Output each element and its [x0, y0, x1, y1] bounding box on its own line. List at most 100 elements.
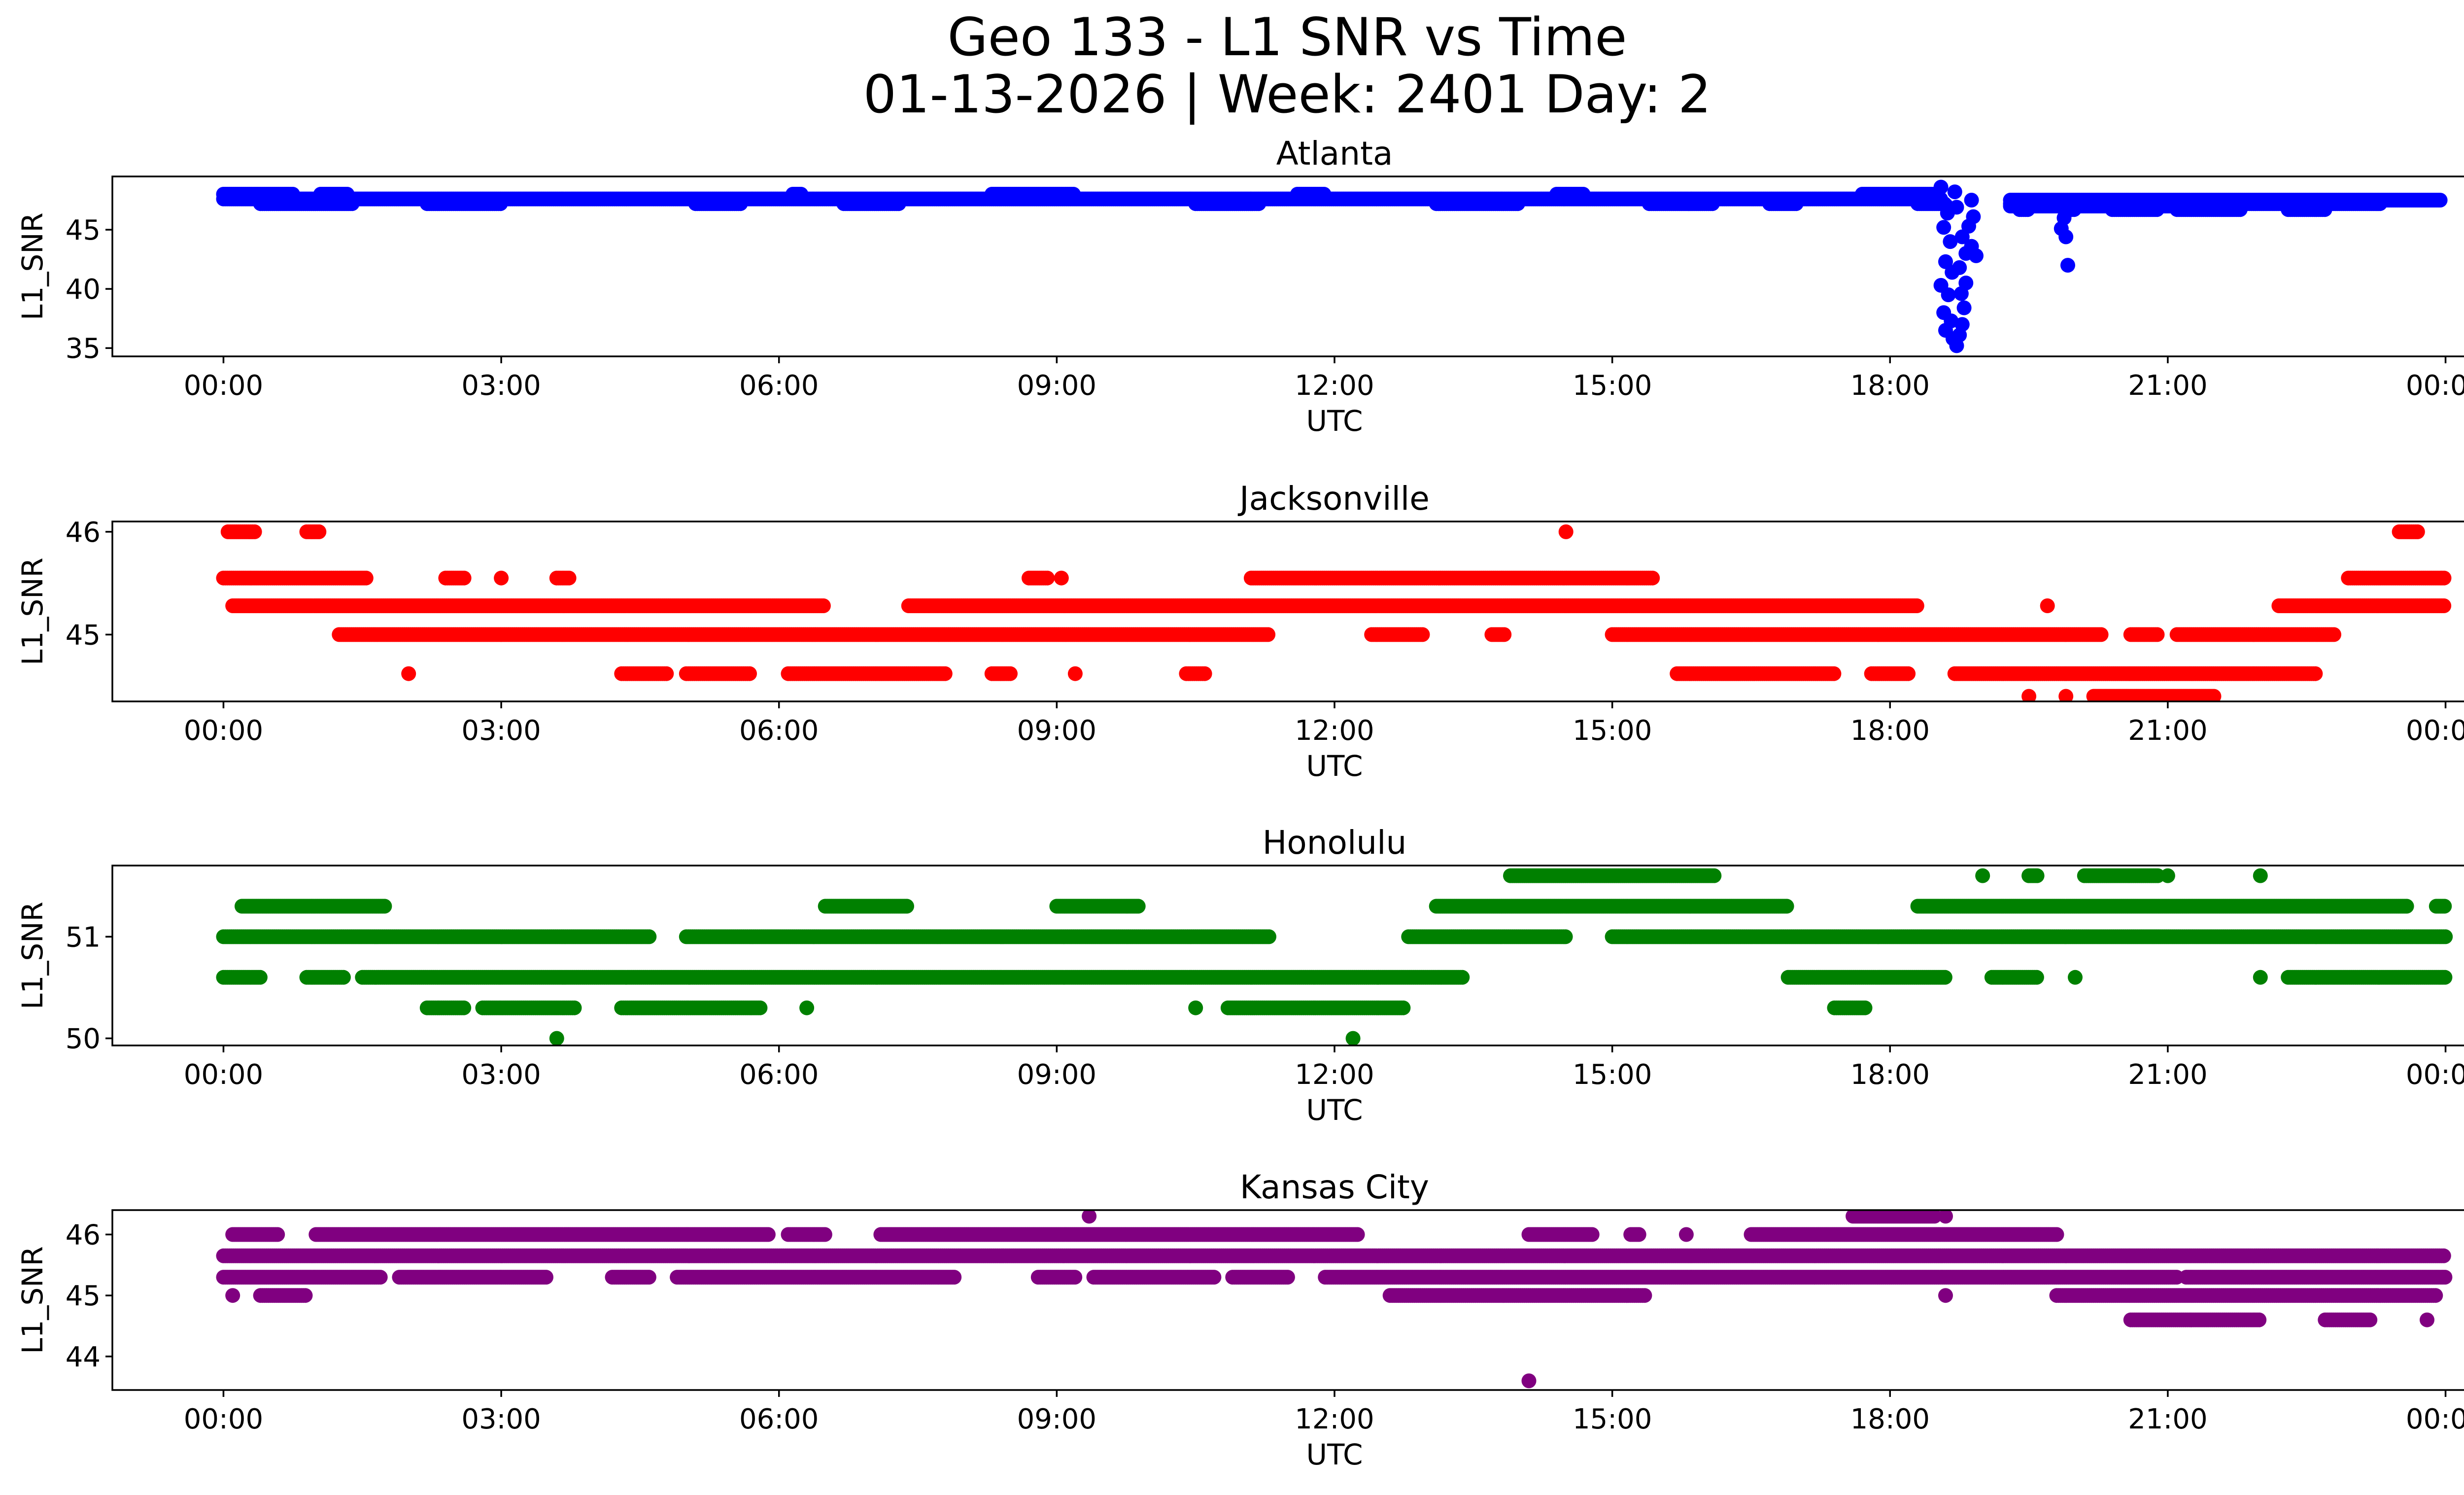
data-point [659, 666, 674, 681]
data-point [1261, 627, 1276, 642]
data-point [1958, 276, 1974, 291]
chart-panels: Atlanta 00:00 03:00 06:00 09:00 12:00 15:00 18:… [16, 135, 2464, 1471]
data-point [2093, 627, 2109, 642]
data-point [311, 524, 327, 539]
data-point [358, 570, 374, 586]
data-point [2060, 258, 2075, 273]
x-tick-label: 00:00 [2406, 715, 2464, 747]
data-point [1909, 598, 1924, 613]
x-tick-label: 00:00 [2406, 370, 2464, 402]
x-tick-label: 00:00 [184, 370, 263, 402]
data-point [2436, 598, 2452, 613]
panel-title: Atlanta [1276, 135, 1393, 173]
x-tick-label: 18:00 [1850, 370, 1930, 402]
data-point [1969, 248, 1984, 263]
panel-title: Jacksonville [1237, 480, 1430, 518]
data-point [1936, 220, 1951, 235]
x-tick-label: 12:00 [1295, 715, 1374, 747]
data-point [733, 196, 748, 211]
data-point [1954, 229, 1970, 244]
data-point [377, 899, 392, 914]
x-tick-label: 06:00 [739, 715, 819, 747]
data-point [1497, 627, 1512, 642]
data-point [1510, 196, 1525, 211]
x-axis-label: UTC [1306, 404, 1363, 438]
y-axis-label: L1_SNR [16, 212, 49, 320]
data-point [1947, 184, 1962, 200]
data-point [1941, 287, 1956, 303]
data-point [2150, 627, 2165, 642]
data-point [2150, 202, 2165, 217]
data-point [2058, 229, 2074, 244]
data-point [344, 196, 360, 211]
data-point [1954, 317, 1970, 332]
data-point [2040, 598, 2055, 613]
x-tick-label: 12:00 [1295, 370, 1374, 402]
data-point [1040, 570, 1055, 586]
x-tick-label: 09:00 [1017, 370, 1096, 402]
data-point [1788, 196, 1804, 211]
data-point [2436, 570, 2452, 586]
data-point [1645, 570, 1660, 586]
data-point [1956, 300, 1972, 315]
data-point [899, 899, 914, 914]
data-point [1067, 666, 1083, 681]
data-point [2029, 868, 2045, 883]
y-tick-label: 45 [66, 214, 101, 246]
panel-title: Honolulu [1263, 824, 1407, 862]
data-point [1966, 209, 1981, 224]
x-axis-label: UTC [1306, 749, 1363, 783]
data-point [816, 598, 831, 613]
x-tick-label: 15:00 [1573, 370, 1652, 402]
data-point [1943, 234, 1958, 249]
data-point [742, 666, 757, 681]
data-point [2232, 202, 2248, 217]
data-point [2021, 689, 2037, 701]
data-point [493, 196, 508, 211]
data-point [2058, 689, 2074, 701]
data-point [401, 666, 416, 681]
data-point [494, 570, 509, 586]
x-tick-label: 15:00 [1573, 715, 1652, 747]
data-points [216, 524, 2452, 701]
data-point [2410, 524, 2425, 539]
data-points [216, 868, 2453, 1045]
data-point [1705, 196, 1720, 211]
data-point [1707, 868, 1722, 883]
data-point [1949, 200, 1964, 215]
data-point [1826, 666, 1842, 681]
data-point [1952, 260, 1967, 275]
data-point [2327, 627, 2341, 642]
data-point [2160, 868, 2175, 883]
data-point [1415, 627, 1430, 642]
data-point [891, 196, 906, 211]
data-point [2308, 666, 2323, 681]
data-point [2066, 202, 2082, 217]
data-point [2206, 689, 2222, 701]
data-point [1964, 193, 1979, 208]
data-point [1130, 899, 1146, 914]
x-tick-label: 21:00 [2128, 715, 2207, 747]
figure-title-line2: 01-13-2026 | Week: 2401 Day: 2 [863, 64, 1711, 125]
x-tick-label: 18:00 [1850, 715, 1930, 747]
x-tick-label: 21:00 [2128, 370, 2207, 402]
x-tick-label: 03:00 [461, 370, 541, 402]
y-tick-label: 46 [66, 517, 101, 549]
x-tick-label: 09:00 [1017, 715, 1096, 747]
data-point [2432, 193, 2448, 208]
data-point [1251, 196, 1266, 211]
panel-atlanta: Atlanta 00:00 03:00 06:00 09:00 12:00 15:00 18:… [16, 135, 2464, 438]
y-axis-label: L1_SNR [16, 557, 49, 665]
data-point [1933, 179, 1949, 195]
x-tick-label: 06:00 [739, 370, 819, 402]
data-point [1975, 868, 1990, 883]
data-point [1901, 666, 1916, 681]
data-point [2253, 868, 2268, 883]
data-point [1558, 524, 1574, 539]
y-tick-label: 40 [66, 274, 101, 306]
data-point [247, 524, 262, 539]
data-point [2317, 202, 2332, 217]
